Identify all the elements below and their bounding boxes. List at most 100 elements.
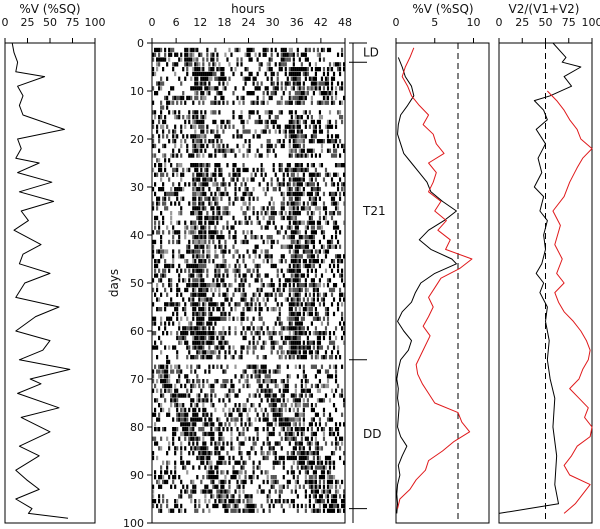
panel-b-activity-cell [200,91,203,96]
panel-b-activity-cell [290,124,293,129]
panel-b-activity-cell [334,148,338,153]
panel-b-activity-cell [270,91,273,96]
panel-b-activity-cell [160,273,163,278]
panel-b-activity-cell [184,259,187,264]
panel-b-activity-cell [180,455,183,461]
panel-b-activity-cell [284,326,287,331]
panel-b-activity-cell [202,182,205,187]
panel-b-activity-cell [252,369,255,374]
panel-b-activity-cell [214,446,217,451]
panel-b-activity-cell [290,230,293,235]
panel-b-activity-cell [170,393,173,398]
panel-b-activity-cell [192,100,195,105]
panel-b-activity-cell [316,441,320,446]
panel-b-activity-cell [210,67,213,72]
panel-b-activity-cell [268,379,271,384]
panel-b-activity-cell [340,52,344,57]
panel-b-activity-cell [340,100,344,105]
panel-b-activity-cell [152,316,155,321]
panel-b-activity-cell [198,220,201,225]
panel-b-activity-cell [338,71,342,77]
panel-b-activity-cell [258,484,261,489]
panel-b-activity-cell [172,417,175,422]
panel-b-activity-cell [282,129,285,134]
panel-b-activity-cell [176,427,179,432]
panel-b-activity-cell [210,350,213,355]
panel-b-activity-cell [332,431,336,437]
panel-b-activity-cell [200,427,203,432]
panel-b-activity-cell [188,47,191,53]
panel-b-activity-cell [192,211,195,216]
panel-b-activity-cell [268,235,271,240]
panel-b-activity-cell [270,182,273,187]
panel-b-activity-cell [164,115,167,120]
panel-b-activity-cell [298,297,301,302]
panel-b-activity-cell [320,446,324,451]
panel-b-activity-cell [242,283,245,288]
panel-b-activity-cell [224,86,227,91]
panel-b-activity-cell [294,163,297,168]
panel-b-activity-cell [242,431,245,437]
panel-b-activity-cell [170,163,173,168]
panel-b-activity-cell [204,148,207,153]
panel-b-activity-cell [194,436,197,441]
panel-b-activity-cell [294,225,297,230]
panel-b-activity-cell [276,340,279,345]
panel-b-activity-cell [212,172,215,177]
panel-b-activity-cell [322,499,326,504]
panel-b-activity-cell [244,220,247,225]
panel-b-activity-cell [224,297,227,302]
panel-b-activity-cell [268,201,271,206]
panel-b-activity-cell [260,503,263,509]
panel-b-activity-cell [302,172,305,177]
panel-b-activity-cell [218,316,221,321]
panel-b-activity-cell [258,273,261,278]
panel-b-activity-cell [292,81,295,86]
panel-b-activity-cell [320,355,324,360]
panel-b-activity-cell [306,441,309,446]
panel-b-activity-cell [226,494,229,499]
panel-b-activity-cell [258,403,261,408]
panel-b-activity-cell [274,172,277,177]
panel-b-activity-cell [222,119,225,125]
panel-b-activity-cell [196,177,199,182]
panel-b-activity-cell [234,187,237,192]
panel-b-activity-cell [318,422,322,427]
panel-b-activity-cell [232,465,235,470]
panel-b-activity-cell [160,465,163,470]
panel-b-activity-cell [242,383,245,389]
panel-b-activity-cell [204,230,207,235]
panel-b-activity-cell [184,57,187,62]
panel-b-activity-cell [214,302,217,307]
panel-b-activity-cell [260,249,263,254]
panel-b-activity-cell [288,307,291,312]
panel-b-activity-cell [198,235,201,240]
panel-b-activity-cell [340,503,344,509]
panel-b-activity-cell [296,115,299,120]
panel-b-activity-cell [182,67,185,72]
panel-b-activity-cell [246,167,249,173]
panel-b-activity-cell [296,403,299,408]
panel-b-activity-cell [196,508,199,513]
panel-b-activity-cell [264,470,267,475]
panel-b-activity-cell [276,115,279,120]
panel-b-activity-cell [160,374,163,379]
panel-b-activity-cell [218,422,221,427]
panel-b-activity-cell [298,268,301,273]
panel-b-activity-cell [314,273,317,278]
panel-b-activity-cell [198,62,201,67]
panel-b-activity-cell [304,355,307,360]
panel-b-activity-cell [252,100,255,105]
panel-b-activity-cell [206,412,209,417]
panel-b-activity-cell [240,441,243,446]
panel-b-activity-cell [304,403,307,408]
panel-b-activity-cell [170,153,173,158]
panel-b-activity-cell [180,446,183,451]
panel-b-activity-cell [196,95,199,101]
panel-b-activity-cell [322,100,326,105]
panel-b-activity-cell [330,494,334,499]
panel-b-activity-cell [292,148,295,153]
panel-b-activity-cell [254,441,257,446]
panel-b-activity-cell [228,172,231,177]
panel-b-activity-cell [212,119,215,125]
